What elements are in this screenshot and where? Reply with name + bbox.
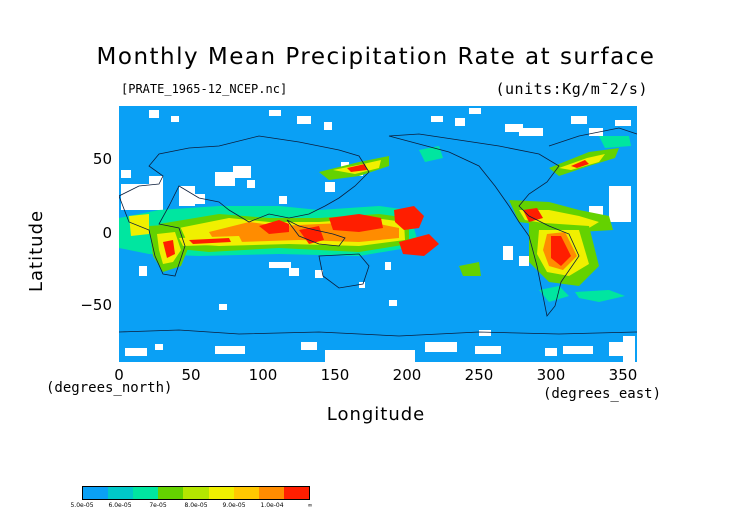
colorbar-swatch [258, 487, 284, 499]
y-axis-label: Latitude [26, 209, 47, 292]
colorbar-label: 1.0e-04 [260, 502, 284, 509]
precip-band-storm-tracks [179, 136, 631, 276]
precipitation-map [119, 106, 637, 362]
map-title: Monthly Mean Precipitation Rate at surfa… [96, 44, 656, 70]
colorbar-swatch [158, 487, 184, 499]
x-tick-0: 0 [114, 366, 124, 384]
x-tick-100: 100 [248, 366, 278, 384]
x-tick-200: 200 [392, 366, 422, 384]
y-tick-50: 50 [92, 150, 112, 168]
x-tick-50: 50 [181, 366, 201, 384]
colorbar-swatch [83, 487, 109, 499]
colorbar-swatch [183, 487, 209, 499]
x-axis-label: Longitude [326, 404, 426, 425]
precip-band-americas [509, 200, 625, 302]
colorbar-label: 9.0e-05 [222, 502, 246, 509]
colorbar-label: 5.0e-05 [70, 502, 94, 509]
colorbar [82, 486, 310, 500]
missing-data-patches [121, 108, 635, 362]
y-tick-0: 0 [102, 224, 112, 242]
x-tick-300: 300 [536, 366, 566, 384]
colorbar-label: ∞ [307, 502, 313, 509]
x-unit-note: (degrees_east) [543, 386, 662, 402]
colorbar-swatch [208, 487, 234, 499]
source-filename: [PRATE_1965-12_NCEP.nc] [121, 82, 288, 96]
colorbar-swatch [133, 487, 159, 499]
x-tick-250: 250 [464, 366, 494, 384]
colorbar-labels: 5.0e-05 6.0e-05 7e-05 8.0e-05 9.0e-05 1.0e-04… [70, 502, 322, 512]
colorbar-swatch [233, 487, 259, 499]
coastlines [119, 127, 637, 337]
units-label: (units:Kg/m¯2/s) [495, 80, 648, 98]
colorbar-swatch [108, 487, 134, 499]
colorbar-label: 7e-05 [149, 502, 167, 509]
colorbar-label: 6.0e-05 [108, 502, 132, 509]
y-unit-note: (degrees_north) [46, 380, 173, 396]
y-tick-neg50: −50 [80, 296, 112, 314]
precip-band-africa [129, 214, 189, 272]
x-tick-350: 350 [608, 366, 638, 384]
colorbar-label: 8.0e-05 [184, 502, 208, 509]
x-tick-150: 150 [320, 366, 350, 384]
colorbar-swatch [283, 487, 309, 499]
